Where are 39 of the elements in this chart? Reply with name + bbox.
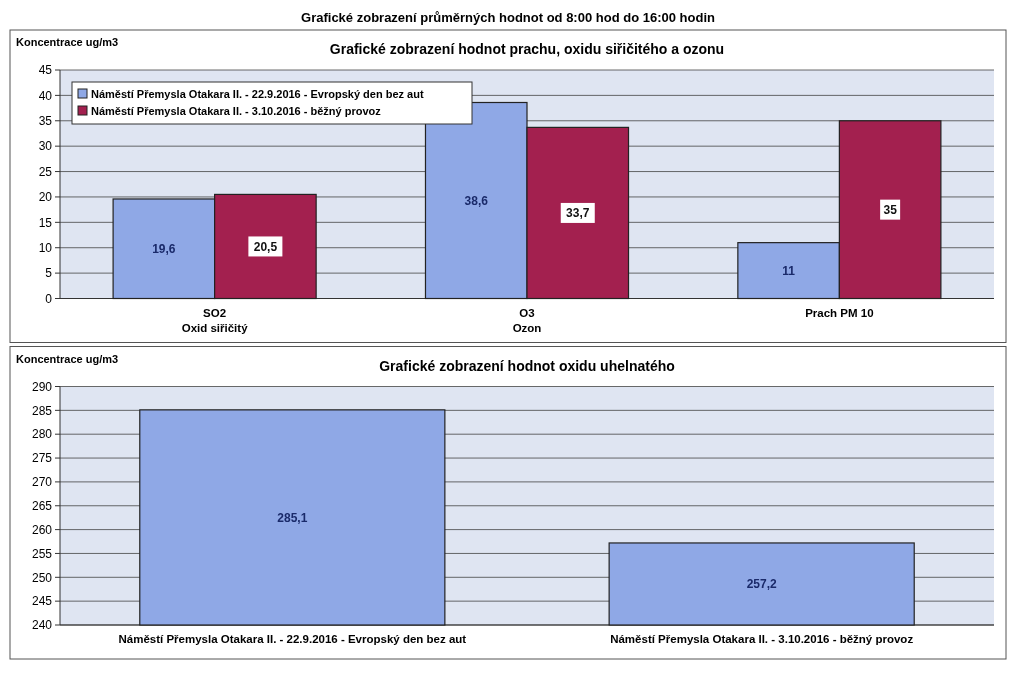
y-tick-label: 15 <box>38 215 53 230</box>
y-tick-label: 240 <box>31 618 53 633</box>
y-tick-label: 5 <box>45 266 53 281</box>
data-label: 33,7 <box>566 206 590 221</box>
y-tick-label: 275 <box>31 451 53 466</box>
data-label: 20,5 <box>253 239 278 254</box>
y-tick-label: 250 <box>31 570 53 585</box>
y-tick-label: 45 <box>38 63 53 78</box>
y-tick-label: 270 <box>31 475 53 490</box>
text: Grafické zobrazení průměrných hodnot od 8:00 hod do 16:00 hodin <box>301 10 715 25</box>
y-tick-label: 40 <box>38 88 53 103</box>
y-tick-label: 25 <box>38 164 53 179</box>
y-tick-label: 265 <box>31 498 53 513</box>
y-axis-title: Koncentrace ug/m3 <box>16 36 119 48</box>
y-tick-label: 20 <box>38 190 53 205</box>
y-tick-label: 260 <box>31 522 53 537</box>
chart-title: Grafické zobrazení hodnot oxidu uhelnatého <box>379 357 675 374</box>
legend-label: Náměstí Přemysla Otakara II. - 22.9.2016 - Evropský den bez aut <box>91 87 424 100</box>
data-label: 19,6 <box>152 241 176 256</box>
y-tick-label: 255 <box>31 546 53 561</box>
x-tick-label: Prach PM 10 <box>805 306 874 319</box>
x-tick-label: SO2 Oxid siřičitý <box>181 306 249 334</box>
data-label: 257,2 <box>746 577 778 592</box>
y-tick-label: 30 <box>38 139 53 154</box>
y-tick-label: 285 <box>31 403 53 418</box>
chart-title: Grafické zobrazení hodnot prachu, oxidu siřičitého a ozonu <box>329 41 725 57</box>
y-tick-label: 280 <box>31 427 53 442</box>
y-axis-title: Koncentrace ug/m3 <box>16 352 119 365</box>
y-tick-label: 35 <box>38 113 53 128</box>
data-label: 285,1 <box>277 510 308 525</box>
legend-label: Náměstí Přemysla Otakara II. - 3.10.2016 - běžný provoz <box>91 104 382 117</box>
data-label: 35 <box>883 202 898 217</box>
x-tick-label: O3 Ozon <box>512 306 542 334</box>
y-tick-label: 0 <box>45 291 53 306</box>
y-tick-label: 10 <box>38 240 53 255</box>
y-tick-label: 290 <box>31 379 53 394</box>
data-label: 38,6 <box>464 193 489 208</box>
y-tick-label: 245 <box>31 594 53 609</box>
data-label: 11 <box>782 263 796 278</box>
